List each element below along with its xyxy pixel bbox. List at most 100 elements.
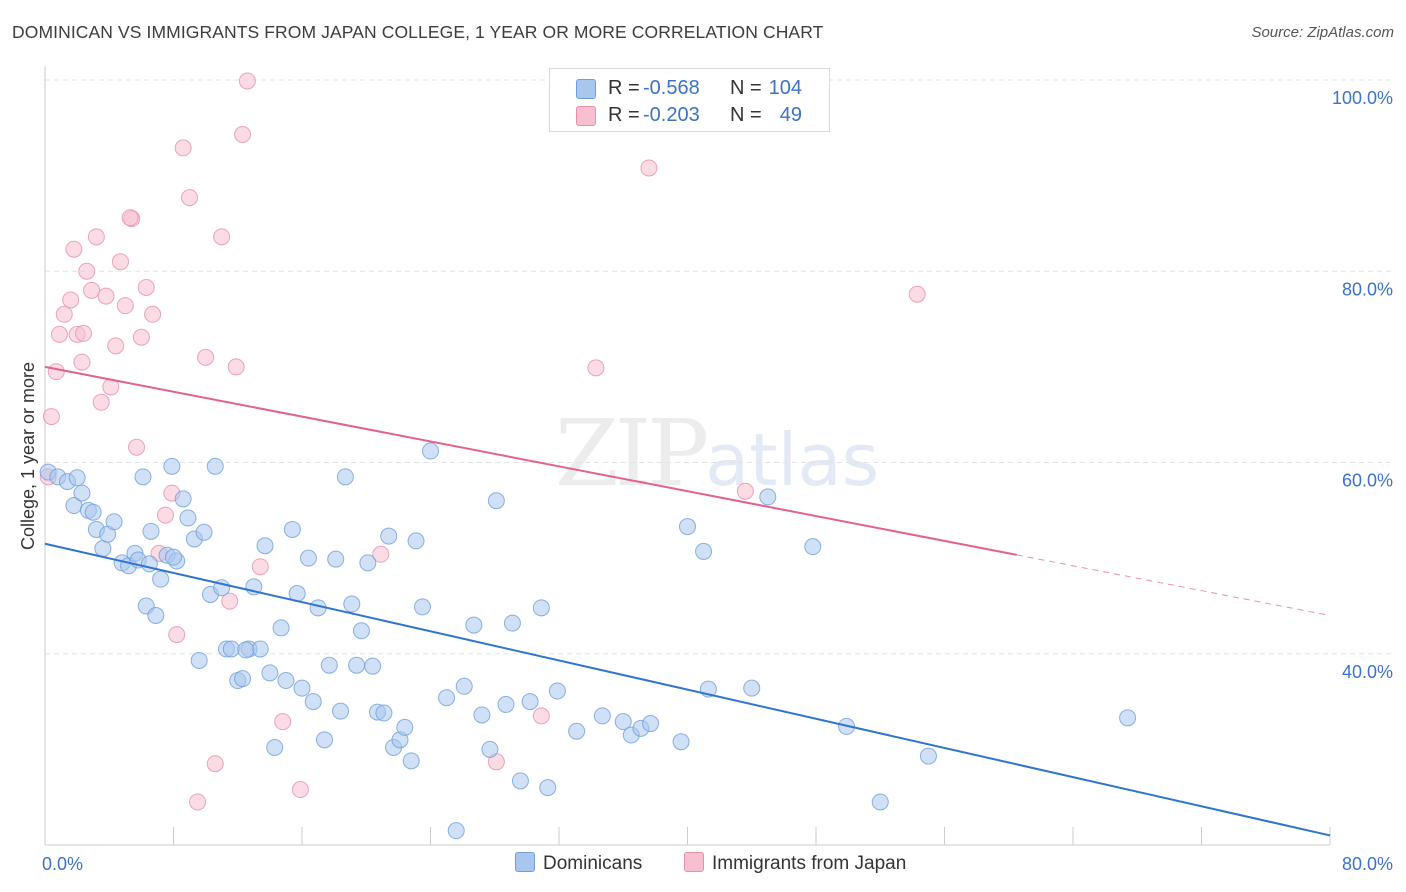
data-point: [548, 682, 566, 700]
data-point: [50, 325, 68, 343]
legend-n-label: N =: [730, 77, 762, 99]
legend-label-dominicans: Dominicans: [543, 853, 643, 874]
axes: [44, 66, 1331, 846]
data-point: [142, 522, 160, 540]
data-point: [213, 228, 231, 246]
data-point: [871, 793, 889, 811]
data-point: [352, 622, 370, 640]
data-point: [137, 279, 155, 297]
chart-title: DOMINICAN VS IMMIGRANTS FROM JAPAN COLLE…: [12, 22, 824, 42]
data-point: [402, 752, 420, 770]
data-point: [195, 523, 213, 541]
data-point: [422, 442, 439, 460]
data-point: [320, 656, 338, 674]
data-point: [163, 457, 181, 475]
legend-swatch-blue: [515, 852, 535, 872]
data-point: [73, 484, 91, 502]
data-point: [736, 482, 754, 500]
data-point: [695, 542, 713, 560]
data-point: [487, 492, 505, 510]
data-point: [234, 670, 252, 688]
data-point: [277, 672, 295, 690]
data-point: [251, 558, 269, 576]
data-point: [465, 616, 483, 634]
data-point: [78, 262, 96, 280]
data-point: [47, 363, 65, 381]
data-point: [97, 287, 115, 305]
legend-swatch-pink: [684, 852, 704, 872]
data-point: [336, 468, 354, 486]
trend-line: [44, 542, 1331, 837]
data-point: [189, 793, 207, 811]
data-point: [614, 713, 632, 731]
data-point: [359, 554, 377, 572]
data-point: [447, 822, 465, 840]
data-point: [111, 253, 129, 271]
data-point: [92, 393, 110, 411]
data-point: [919, 747, 937, 765]
trend-lines: [44, 365, 1331, 837]
data-point: [128, 438, 146, 456]
data-point: [65, 240, 83, 258]
data-point: [165, 548, 182, 566]
data-point: [272, 619, 290, 637]
data-point: [237, 641, 255, 659]
data-point: [539, 779, 557, 797]
data-point: [197, 348, 215, 366]
data-point: [455, 677, 473, 695]
watermark-atlas: atlas: [705, 418, 880, 502]
data-point: [587, 359, 605, 377]
data-point: [256, 537, 274, 555]
data-point: [759, 488, 777, 506]
legend-r-label: R =: [608, 77, 640, 99]
legend-n-label: N =: [730, 104, 762, 126]
data-point: [274, 713, 292, 731]
legend-swatch-blue: [576, 79, 596, 99]
data-point: [315, 731, 333, 749]
data-point: [234, 126, 252, 144]
data-point: [147, 607, 165, 624]
data-point: [68, 469, 86, 487]
data-point: [83, 281, 101, 299]
data-point: [75, 324, 93, 342]
data-point: [804, 538, 822, 556]
data-point: [1119, 709, 1137, 727]
trend-line-extension: [1016, 554, 1331, 616]
data-point: [181, 189, 199, 207]
data-point: [364, 657, 382, 675]
data-point: [343, 595, 361, 613]
data-point: [116, 297, 134, 315]
series-immigrants-from-japan: [39, 72, 926, 811]
data-point: [73, 353, 91, 371]
series-dominicans: [39, 442, 1137, 840]
data-point: [62, 291, 80, 309]
data-point: [593, 707, 611, 725]
data-point: [481, 740, 499, 758]
data-point: [511, 772, 529, 790]
data-point: [190, 651, 208, 669]
data-point: [438, 689, 456, 707]
data-point: [908, 285, 926, 303]
data-point: [132, 328, 150, 346]
data-point: [144, 305, 162, 323]
data-point: [375, 704, 393, 722]
data-point: [105, 513, 123, 531]
data-point: [87, 228, 105, 246]
data-point: [348, 656, 366, 674]
data-point: [174, 490, 192, 508]
data-point: [332, 702, 350, 720]
legend-r-label: R =: [608, 104, 640, 126]
source-label: Source: ZipAtlas.com: [1251, 24, 1394, 41]
data-point: [299, 549, 317, 567]
data-point: [503, 614, 521, 632]
legend-r-value: -0.568: [643, 77, 700, 99]
grid-lines: [45, 79, 1395, 655]
data-point: [179, 509, 197, 527]
data-point: [261, 664, 279, 682]
data-point: [568, 722, 586, 740]
data-point: [134, 468, 152, 486]
y-tick-label: 40.0%: [1342, 662, 1393, 682]
bottom-legend-dominicans: Dominicans: [515, 852, 642, 875]
legend-n-value: 49: [779, 104, 802, 126]
